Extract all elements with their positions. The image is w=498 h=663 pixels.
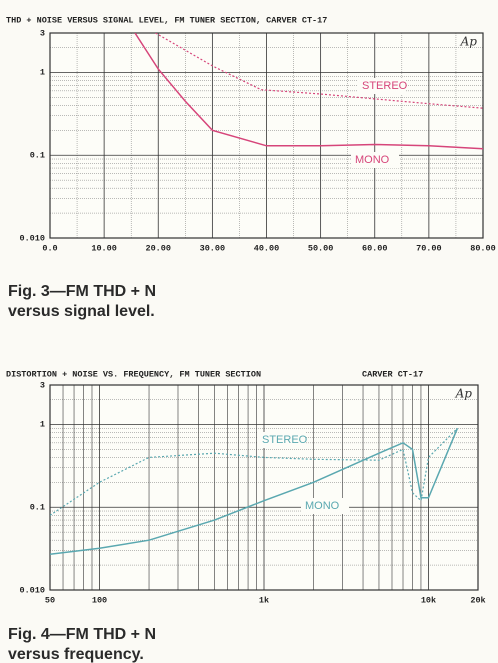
series-label: STEREO	[362, 80, 408, 92]
label-bg	[351, 152, 399, 168]
label-bg	[258, 432, 306, 448]
logo: Ap	[455, 387, 473, 401]
logo: Ap	[460, 35, 478, 49]
y-tick-label: 0.1	[30, 150, 45, 160]
caption: Fig. 4—FM THD + N	[8, 626, 156, 643]
series-label: STEREO	[262, 434, 308, 446]
y-tick-label: 0.010	[19, 585, 45, 595]
x-tick-label: 20.00	[145, 243, 171, 253]
x-tick-label: 0.0	[42, 243, 57, 253]
chart-title: DISTORTION + NOISE VS. FREQUENCY, FM TUN…	[6, 369, 261, 379]
x-tick-label: 10.00	[91, 243, 117, 253]
y-tick-label: 0.010	[19, 233, 45, 243]
caption: Fig. 3—FM THD + N	[8, 283, 156, 300]
y-tick-label: 3	[40, 28, 45, 38]
x-tick-label: 50.00	[308, 243, 334, 253]
x-tick-label: 10k	[421, 595, 436, 605]
x-tick-label: 50	[45, 595, 55, 605]
x-tick-label: 20k	[470, 595, 485, 605]
series-line	[134, 33, 483, 150]
x-tick-label: 40.00	[254, 243, 280, 253]
x-tick-label: 60.00	[362, 243, 388, 253]
y-tick-label: 1	[40, 420, 45, 430]
label-bg	[358, 78, 406, 94]
series-line	[50, 428, 459, 556]
chart-title: THD + NOISE VERSUS SIGNAL LEVEL, FM TUNE…	[6, 15, 327, 25]
series-label: MONO	[305, 500, 340, 512]
y-tick-label: 3	[40, 380, 45, 390]
y-tick-label: 0.1	[30, 502, 45, 512]
series-line	[50, 427, 458, 516]
x-tick-label: 1k	[259, 595, 269, 605]
series-label: MONO	[355, 154, 390, 166]
x-tick-label: 80.00	[470, 243, 496, 253]
caption: versus frequency.	[8, 646, 144, 663]
y-tick-label: 1	[40, 68, 45, 78]
x-tick-label: 30.00	[200, 243, 226, 253]
x-tick-label: 100	[92, 595, 107, 605]
label-bg	[301, 498, 349, 514]
caption: versus signal level.	[8, 303, 155, 320]
x-tick-label: 70.00	[416, 243, 442, 253]
chart-title-right: CARVER CT-17	[362, 369, 423, 379]
series-line	[155, 33, 483, 109]
